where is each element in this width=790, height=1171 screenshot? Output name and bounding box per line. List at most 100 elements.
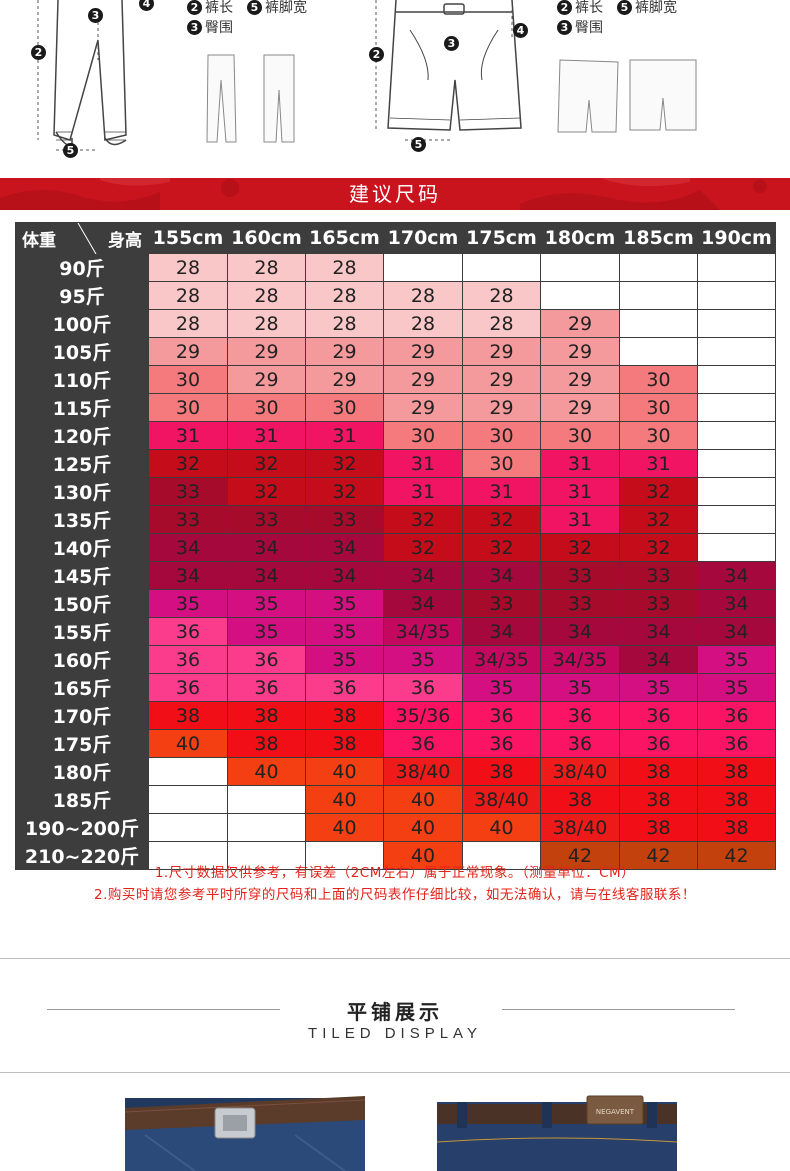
size-cell	[697, 533, 776, 562]
size-cell: 32	[619, 505, 698, 534]
weight-cell: 140斤	[15, 533, 149, 562]
size-cell: 36	[462, 729, 541, 758]
size-cell	[697, 337, 776, 366]
size-cell: 42	[540, 841, 620, 870]
marker-hip-right: 3	[444, 36, 459, 51]
weight-cell: 155斤	[15, 617, 149, 646]
size-cell: 28	[148, 309, 228, 338]
height-header: 190cm	[697, 222, 776, 254]
size-cell: 30	[619, 365, 698, 394]
size-cell: 32	[540, 533, 620, 562]
size-cell: 29	[148, 337, 228, 366]
size-cell: 33	[305, 505, 384, 534]
size-table-body: 90斤 28 28 28 95斤 28 28 28 28 28 100斤 28 28 28 28 28 29 10…	[15, 253, 776, 870]
size-chart-table: 体重 身高 155cm 160cm 165cm 170cm 175cm 180c…	[15, 222, 776, 870]
size-cell: 28	[227, 253, 306, 282]
size-cell: 32	[462, 533, 541, 562]
size-cell	[462, 253, 541, 282]
tiled-display-subtitle: TILED DISPLAY	[308, 1025, 482, 1042]
title-rule-left	[47, 1009, 280, 1010]
height-header: 185cm	[619, 222, 698, 254]
size-cell: 32	[619, 477, 698, 506]
weight-cell: 185斤	[15, 785, 149, 814]
size-cell: 40	[305, 785, 384, 814]
size-cell	[697, 281, 776, 310]
table-row: 175斤 40 38 38 36 36 36 36 36	[15, 729, 776, 758]
height-header: 180cm	[540, 222, 620, 254]
size-cell	[697, 449, 776, 478]
weight-cell: 160斤	[15, 645, 149, 674]
size-cell: 34/35	[540, 645, 620, 674]
size-cell: 30	[227, 393, 306, 422]
height-header: 170cm	[383, 222, 463, 254]
size-cell: 29	[227, 365, 306, 394]
table-row: 135斤 33 33 33 32 32 31 32	[15, 505, 776, 534]
note-line: 1.尺寸数据仅供参考，有误差（2CM左右）属于正常现象。（测量单位：CM）	[154, 865, 636, 881]
size-cell: 34	[619, 617, 698, 646]
size-cell: 35	[305, 589, 384, 618]
size-cell: 32	[227, 449, 306, 478]
section-divider	[0, 958, 790, 959]
size-cell	[697, 421, 776, 450]
weight-cell: 180斤	[15, 757, 149, 786]
weight-cell: 150斤	[15, 589, 149, 618]
table-row: 105斤 29 29 29 29 29 29	[15, 337, 776, 366]
size-cell: 36	[619, 729, 698, 758]
corner-height-label: 身高	[108, 231, 142, 251]
jeans-with-belt-illustration	[125, 1096, 365, 1171]
size-cell: 35	[305, 645, 384, 674]
size-cell	[540, 253, 620, 282]
size-cell	[227, 785, 306, 814]
size-cell: 36	[148, 645, 228, 674]
table-row: 130斤 33 32 32 31 31 31 32	[15, 477, 776, 506]
size-cell: 29	[227, 337, 306, 366]
size-cell: 36	[619, 701, 698, 730]
size-cell	[227, 841, 306, 870]
title-rule-right	[502, 1009, 735, 1010]
table-row: 115斤 30 30 30 29 29 29 30	[15, 393, 776, 422]
size-cell: 35/36	[383, 701, 463, 730]
size-cell: 28	[148, 253, 228, 282]
size-cell: 36	[227, 673, 306, 702]
size-cell: 40	[383, 785, 463, 814]
size-cell: 34	[227, 533, 306, 562]
size-cell: 35	[148, 589, 228, 618]
size-cell: 28	[227, 281, 306, 310]
weight-cell: 90斤	[15, 253, 149, 282]
size-cell: 34	[383, 589, 463, 618]
size-cell: 30	[462, 421, 541, 450]
brand-label-text: NEGAVENT	[596, 1108, 635, 1116]
size-cell: 33	[540, 561, 620, 590]
size-cell	[148, 813, 228, 842]
table-row: 190~200斤 40 40 40 38/40 38 38	[15, 813, 776, 842]
size-cell: 30	[619, 421, 698, 450]
size-cell	[697, 253, 776, 282]
size-cell: 29	[540, 309, 620, 338]
size-cell: 31	[148, 421, 228, 450]
size-cell: 29	[462, 393, 541, 422]
size-cell: 38	[305, 729, 384, 758]
legend-row-1-right: 2 裤长 5 裤脚宽	[557, 0, 677, 17]
size-cell	[619, 253, 698, 282]
section-divider	[0, 1072, 790, 1073]
size-cell: 33	[148, 477, 228, 506]
size-cell: 34	[619, 645, 698, 674]
size-cell: 40	[305, 757, 384, 786]
marker-4-left: 4	[139, 0, 154, 11]
table-row: 120斤 31 31 31 30 30 30 30	[15, 421, 776, 450]
size-cell: 38	[697, 813, 776, 842]
jeans-image-right: NEGAVENT	[437, 1090, 677, 1171]
size-cell: 38	[697, 785, 776, 814]
size-cell: 34	[148, 533, 228, 562]
size-cell: 34	[697, 589, 776, 618]
size-cell: 32	[227, 477, 306, 506]
size-cell: 33	[540, 589, 620, 618]
size-cell: 35	[383, 645, 463, 674]
weight-cell: 115斤	[15, 393, 149, 422]
size-cell: 40	[383, 813, 463, 842]
size-cell: 38/40	[462, 785, 541, 814]
size-cell: 38	[462, 757, 541, 786]
size-cell: 38	[540, 785, 620, 814]
size-cell: 34	[383, 561, 463, 590]
size-notes: 1.尺寸数据仅供参考，有误差（2CM左右）属于正常现象。（测量单位：CM） 2.…	[0, 862, 790, 906]
